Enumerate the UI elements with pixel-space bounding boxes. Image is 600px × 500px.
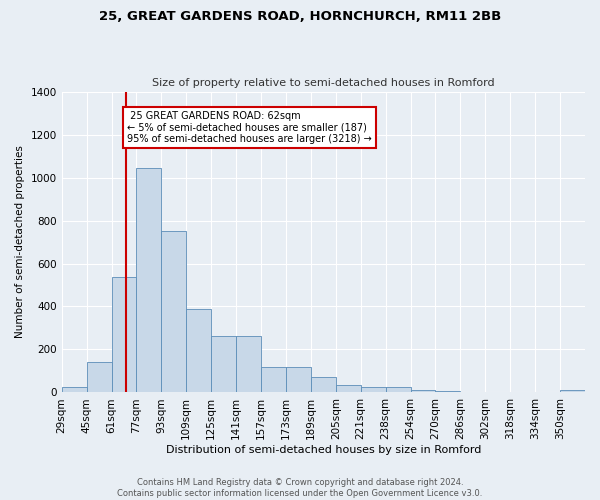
Text: 25, GREAT GARDENS ROAD, HORNCHURCH, RM11 2BB: 25, GREAT GARDENS ROAD, HORNCHURCH, RM11… (99, 10, 501, 23)
Title: Size of property relative to semi-detached houses in Romford: Size of property relative to semi-detach… (152, 78, 494, 88)
Bar (211, 336, 236, 392)
Bar (560, 390, 585, 392)
Text: 25 GREAT GARDENS ROAD: 62sqm
← 5% of semi-detached houses are smaller (187)
95% : 25 GREAT GARDENS ROAD: 62sqm ← 5% of sem… (127, 111, 372, 144)
Bar (336, 385, 361, 392)
Bar (386, 387, 410, 392)
Bar (86, 362, 112, 392)
Bar (311, 378, 336, 392)
Bar (136, 168, 161, 392)
Bar (236, 336, 261, 392)
Bar (286, 366, 311, 392)
Bar (161, 232, 186, 392)
Bar (186, 308, 211, 392)
Text: Contains HM Land Registry data © Crown copyright and database right 2024.
Contai: Contains HM Land Registry data © Crown c… (118, 478, 482, 498)
Bar (112, 278, 136, 392)
Y-axis label: Number of semi-detached properties: Number of semi-detached properties (15, 146, 25, 338)
Bar (62, 387, 86, 392)
X-axis label: Distribution of semi-detached houses by size in Romford: Distribution of semi-detached houses by … (166, 445, 481, 455)
Bar (261, 366, 286, 392)
Bar (410, 390, 436, 392)
Bar (361, 387, 386, 392)
